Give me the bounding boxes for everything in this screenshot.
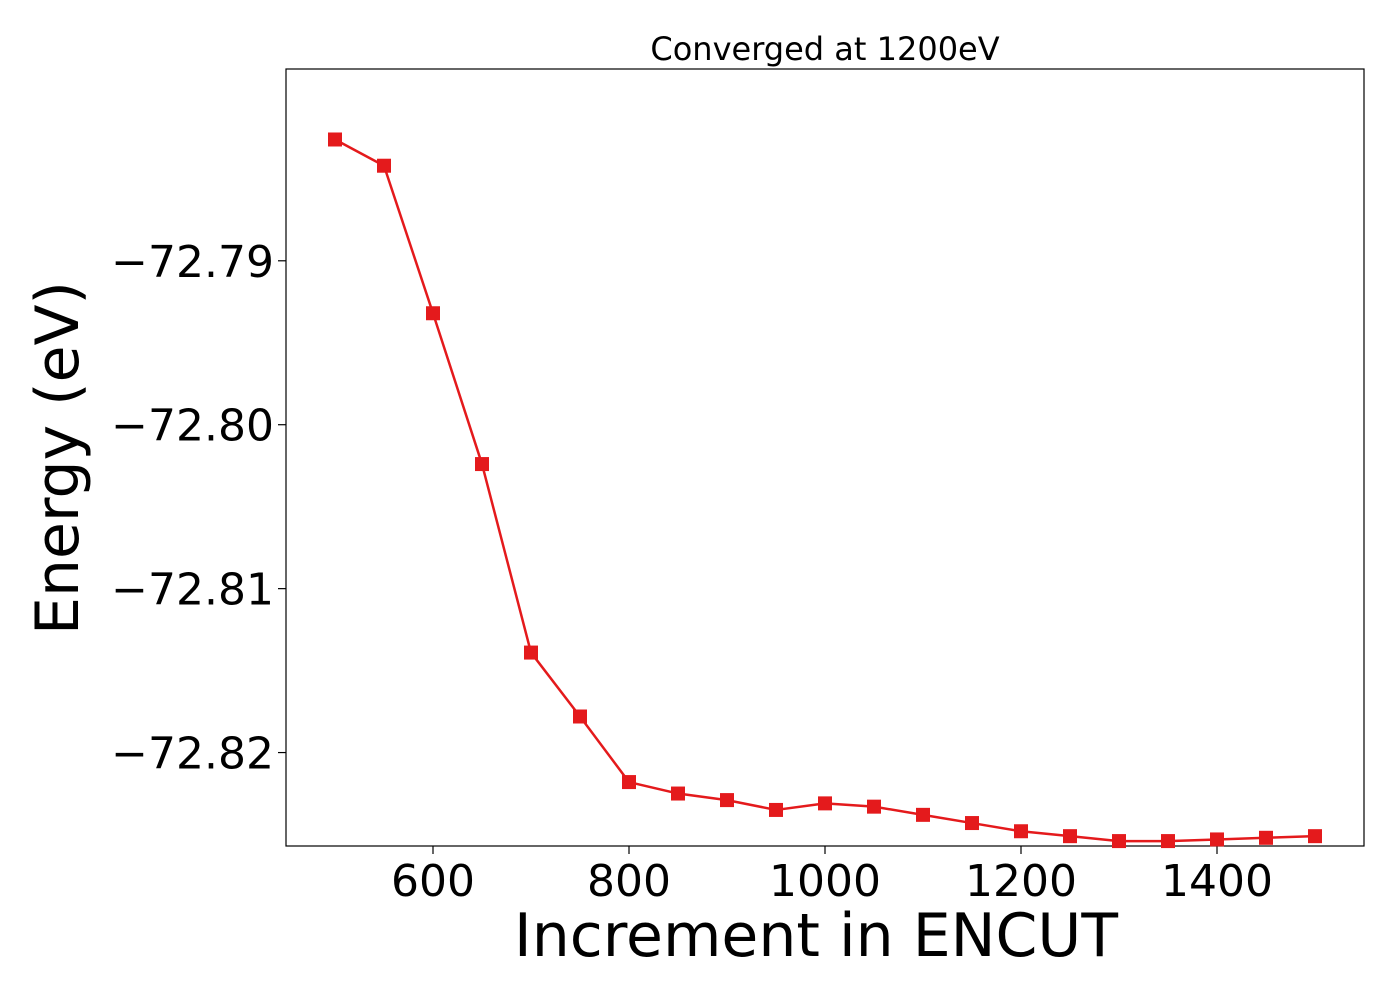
y-axis-label: Energy (eV) [23, 281, 93, 635]
series-line [334, 138, 1316, 843]
data-point-marker [1161, 834, 1175, 849]
series-layer [328, 132, 1322, 849]
data-point-marker [426, 306, 440, 321]
data-point-marker [328, 132, 342, 147]
data-point-marker [867, 799, 881, 814]
y-tick-label: −72.82 [111, 729, 274, 780]
data-point-marker [769, 802, 783, 817]
data-point-marker [475, 457, 489, 472]
data-point-marker [1014, 824, 1028, 839]
data-point-marker [1112, 834, 1126, 849]
y-tick-label: −72.81 [111, 565, 274, 616]
data-point-marker [524, 645, 538, 660]
data-point-marker [622, 775, 636, 790]
data-point-marker [720, 793, 734, 808]
data-point-marker [671, 786, 685, 801]
x-tick-label: 1400 [1161, 856, 1273, 907]
data-point-marker [1259, 830, 1273, 845]
data-point-marker [916, 807, 930, 822]
chart-title: Converged at 1200eV [650, 30, 999, 68]
data-point-marker [377, 158, 391, 173]
data-point-marker [1308, 829, 1322, 844]
plot-area-frame [285, 68, 1365, 847]
data-point-marker [573, 709, 587, 724]
x-axis-ticks: 600 800 1000 1200 1400 [391, 846, 1273, 907]
x-tick-label: 800 [587, 856, 671, 907]
x-axis-label: Increment in ENCUT [514, 901, 1118, 971]
x-tick-label: 1200 [965, 856, 1077, 907]
data-point-marker [818, 796, 832, 811]
data-point-marker [965, 816, 979, 831]
y-tick-label: −72.79 [111, 237, 274, 288]
data-point-marker [1210, 832, 1224, 847]
y-axis-ticks: −72.79 −72.80 −72.81 −72.82 [111, 237, 286, 780]
x-tick-label: 600 [391, 856, 475, 907]
y-tick-label: −72.80 [111, 401, 274, 452]
x-tick-label: 1000 [769, 856, 881, 907]
data-point-marker [1063, 829, 1077, 844]
